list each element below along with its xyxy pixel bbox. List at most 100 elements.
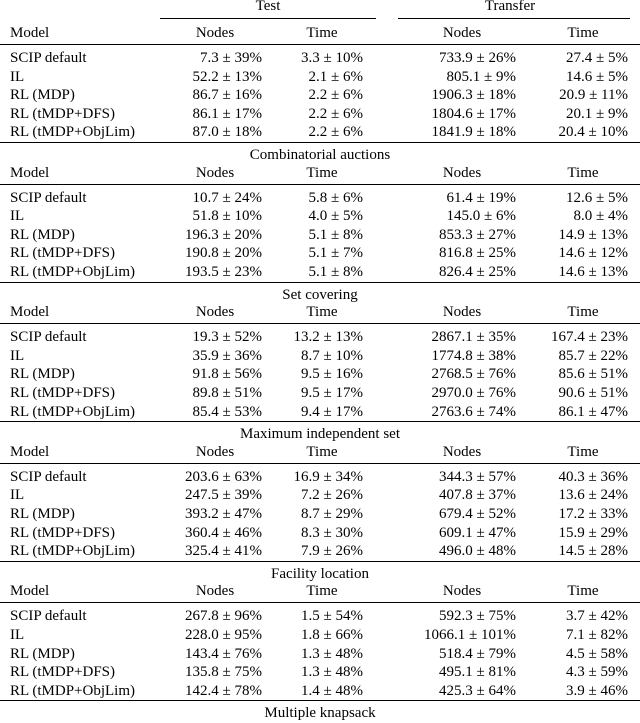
- cell: 14.9 ± 13%: [558, 226, 628, 243]
- cell: 1.3 ± 48%: [301, 664, 363, 681]
- model-name: RL (tMDP+ObjLim): [10, 264, 135, 280]
- cell: 90.6 ± 51%: [558, 385, 628, 401]
- column-header: Time: [306, 443, 338, 460]
- model-name: RL (MDP): [10, 226, 75, 243]
- column-header: Model: [10, 164, 50, 181]
- column-header: Nodes: [442, 443, 482, 460]
- rule: [398, 18, 630, 19]
- model-name: RL (MDP): [10, 366, 75, 383]
- rule: [0, 602, 640, 604]
- model-name: RL (tMDP+ObjLim): [10, 682, 135, 699]
- column-header: Time: [567, 164, 599, 181]
- cell: 7.9 ± 26%: [301, 543, 363, 560]
- cell: 247.5 ± 39%: [185, 487, 262, 504]
- cell: 4.0 ± 5%: [308, 208, 363, 225]
- rule: [0, 142, 640, 143]
- section-caption: Multiple knapsack: [264, 705, 376, 722]
- cell: 733.9 ± 26%: [439, 50, 516, 66]
- cell: 518.4 ± 79%: [439, 645, 516, 662]
- cell: 86.7 ± 16%: [192, 87, 262, 104]
- cell: 679.4 ± 52%: [439, 506, 516, 522]
- rule: [0, 462, 640, 464]
- cell: 1804.6 ± 17%: [431, 105, 516, 122]
- cell: 4.3 ± 59%: [566, 664, 628, 681]
- cell: 2.1 ± 6%: [308, 68, 363, 85]
- column-header: Model: [10, 443, 50, 460]
- rule: [0, 281, 640, 283]
- column-header: Nodes: [442, 164, 482, 181]
- cell: 2768.5 ± 76%: [431, 366, 516, 383]
- cell: 40.3 ± 36%: [558, 468, 628, 485]
- rule: [0, 44, 640, 45]
- column-header: Nodes: [195, 164, 235, 181]
- cell: 143.4 ± 76%: [185, 645, 262, 662]
- cell: 8.7 ± 10%: [301, 347, 363, 364]
- cell: 14.6 ± 5%: [566, 68, 628, 85]
- model-name: IL: [10, 347, 25, 364]
- column-header: Model: [10, 304, 50, 321]
- column-header: Time: [306, 164, 338, 181]
- rule: [0, 323, 640, 325]
- cell: 2.2 ± 6%: [308, 105, 363, 122]
- cell: 325.4 ± 41%: [185, 543, 262, 560]
- cell: 85.7 ± 22%: [558, 347, 628, 364]
- model-name: SCIP default: [10, 189, 87, 206]
- cell: 13.6 ± 24%: [558, 487, 628, 504]
- cell: 2763.6 ± 74%: [431, 403, 516, 420]
- model-name: RL (tMDP+DFS): [10, 245, 116, 262]
- cell: 496.0 ± 48%: [439, 543, 516, 560]
- cell: 86.1 ± 17%: [192, 105, 262, 122]
- cell: 91.8 ± 56%: [192, 366, 262, 383]
- cell: 19.3 ± 52%: [192, 329, 262, 346]
- cell: 8.7 ± 29%: [301, 506, 363, 522]
- cell: 8.3 ± 30%: [301, 524, 363, 541]
- column-header: Model: [10, 25, 50, 41]
- column-header: Nodes: [195, 443, 235, 460]
- cell: 592.3 ± 75%: [439, 608, 516, 625]
- cell: 1906.3 ± 18%: [431, 87, 516, 104]
- section-caption: Facility location: [271, 565, 369, 582]
- cell: 167.4 ± 23%: [551, 329, 628, 346]
- rule: [0, 700, 640, 702]
- model-name: RL (MDP): [10, 645, 75, 662]
- cell: 3.7 ± 42%: [566, 608, 628, 625]
- cell: 393.2 ± 47%: [185, 506, 262, 522]
- model-name: RL (MDP): [10, 87, 75, 104]
- model-name: RL (tMDP+DFS): [10, 385, 116, 401]
- cell: 12.6 ± 5%: [566, 189, 628, 206]
- cell: 9.4 ± 17%: [301, 403, 363, 420]
- column-header: Time: [567, 443, 599, 460]
- cell: 5.1 ± 7%: [308, 245, 363, 262]
- cell: 1774.8 ± 38%: [431, 347, 516, 364]
- group-header: Test: [255, 0, 281, 14]
- rule: [0, 560, 640, 562]
- cell: 13.2 ± 13%: [293, 329, 363, 346]
- cell: 14.6 ± 13%: [558, 264, 628, 280]
- cell: 1.4 ± 48%: [301, 682, 363, 699]
- model-name: RL (MDP): [10, 506, 75, 522]
- cell: 203.6 ± 63%: [185, 468, 262, 485]
- cell: 495.1 ± 81%: [439, 664, 516, 681]
- cell: 7.2 ± 26%: [301, 487, 363, 504]
- cell: 61.4 ± 19%: [446, 189, 516, 206]
- column-header: Time: [306, 583, 338, 600]
- cell: 360.4 ± 46%: [185, 524, 262, 541]
- cell: 8.0 ± 4%: [573, 208, 628, 225]
- cell: 826.4 ± 25%: [439, 264, 516, 280]
- column-header: Nodes: [195, 304, 235, 321]
- cell: 20.4 ± 10%: [558, 124, 628, 141]
- cell: 2.2 ± 6%: [308, 87, 363, 104]
- column-header: Time: [306, 304, 338, 321]
- column-header: Nodes: [442, 25, 482, 41]
- model-name: RL (tMDP+DFS): [10, 524, 116, 541]
- cell: 14.6 ± 12%: [558, 245, 628, 262]
- cell: 7.1 ± 82%: [566, 627, 628, 643]
- model-name: RL (tMDP+DFS): [10, 664, 116, 681]
- cell: 5.8 ± 6%: [308, 189, 363, 206]
- model-name: SCIP default: [10, 468, 87, 485]
- section-caption: Combinatorial auctions: [249, 147, 391, 163]
- cell: 4.5 ± 58%: [566, 645, 628, 662]
- cell: 17.2 ± 33%: [558, 506, 628, 522]
- cell: 1.3 ± 48%: [301, 645, 363, 662]
- cell: 228.0 ± 95%: [185, 627, 262, 643]
